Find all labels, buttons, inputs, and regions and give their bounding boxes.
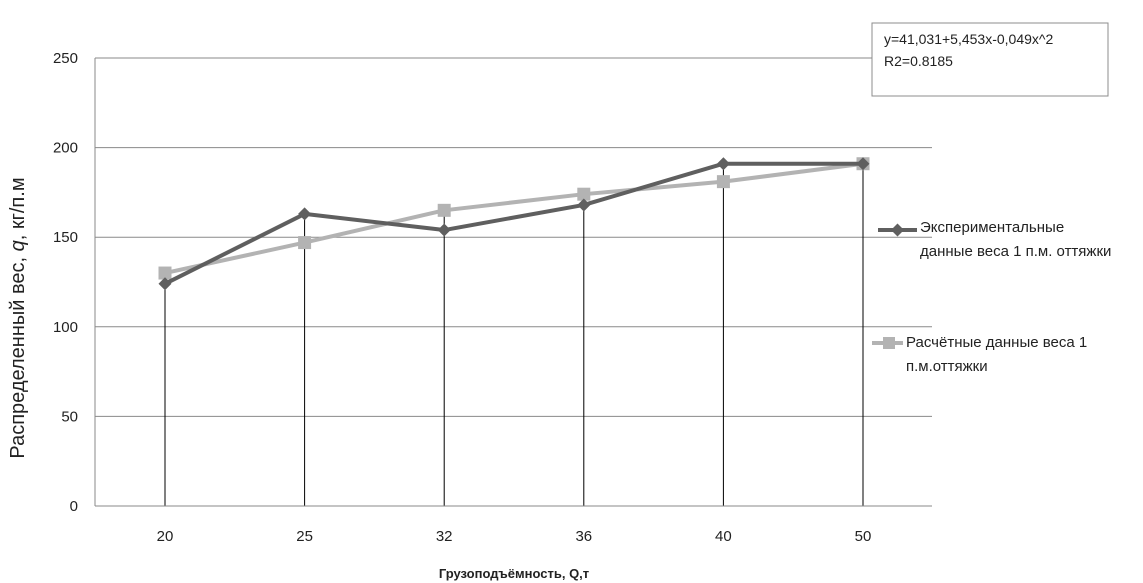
x-tick-label-20: 20 [157,528,174,545]
gridlines [95,57,932,417]
legend-marker-diamond [891,223,904,237]
x-tick-label-50: 50 [855,528,872,545]
series-line-1 [164,161,864,275]
y-tick-label-150: 150 [53,229,78,246]
data-point-diamond-25 [298,207,312,221]
y-tick-label-250: 250 [53,50,78,67]
legend-label-calculated-line1: Расчётные данные веса 1 [906,334,1087,351]
trendline-equation-box: y=41,031+5,453x-0,049x^2 R2=0.8185 [871,22,1109,97]
x-tick-label-32: 32 [436,528,453,545]
drop-lines [164,163,864,506]
y-axis-title-suffix: , кг/п.м [7,177,29,240]
series-group [158,157,870,291]
legend-label-experimental-line1: Экспериментальные [920,219,1064,236]
axes [94,58,932,507]
y-tick-label-200: 200 [53,140,78,157]
y-tick-label-100: 100 [53,319,78,336]
data-point-square-32 [437,203,451,217]
x-axis-title: Грузоподъёмность, Q,т [439,566,589,581]
data-point-square-25 [298,236,312,250]
y-tick-label-0: 0 [70,498,78,515]
x-tick-label-40: 40 [715,528,732,545]
legend-item-calculated: Расчётные данные веса 1 п.м.оттяжки [872,334,1087,375]
data-point-diamond-50 [856,157,870,171]
legend-marker-square [883,337,895,349]
series-line-0 [164,161,863,286]
data-point-diamond-32 [437,223,451,237]
x-tick-labels: 20 25 32 36 40 50 [157,528,872,545]
trendline-equation: y=41,031+5,453x-0,049x^2 [884,31,1053,47]
x-tick-label-25: 25 [296,528,313,545]
y-axis-title: Распределенный вес, q, кг/п.м [7,177,29,458]
data-point-square-40 [716,175,730,189]
legend-label-calculated-line2: п.м.оттяжки [906,358,988,375]
legend: Экспериментальные данные веса 1 п.м. отт… [872,219,1111,375]
y-tick-labels: 0 50 100 150 200 250 [53,50,78,515]
data-point-diamond-36 [577,198,591,212]
y-axis-title-prefix: Распределенный вес, [7,251,29,458]
data-point-square-36 [577,187,591,201]
y-axis-title-variable: q [7,240,29,251]
data-point-diamond-40 [716,157,730,171]
legend-label-experimental-line2: данные веса 1 п.м. оттяжки [920,243,1111,260]
data-point-square-20 [158,266,172,280]
r-squared-label: R2=0.8185 [884,53,953,69]
y-tick-label-50: 50 [61,408,78,425]
data-point-diamond-20 [158,277,172,291]
x-tick-label-36: 36 [575,528,592,545]
legend-item-experimental: Экспериментальные данные веса 1 п.м. отт… [878,219,1111,260]
